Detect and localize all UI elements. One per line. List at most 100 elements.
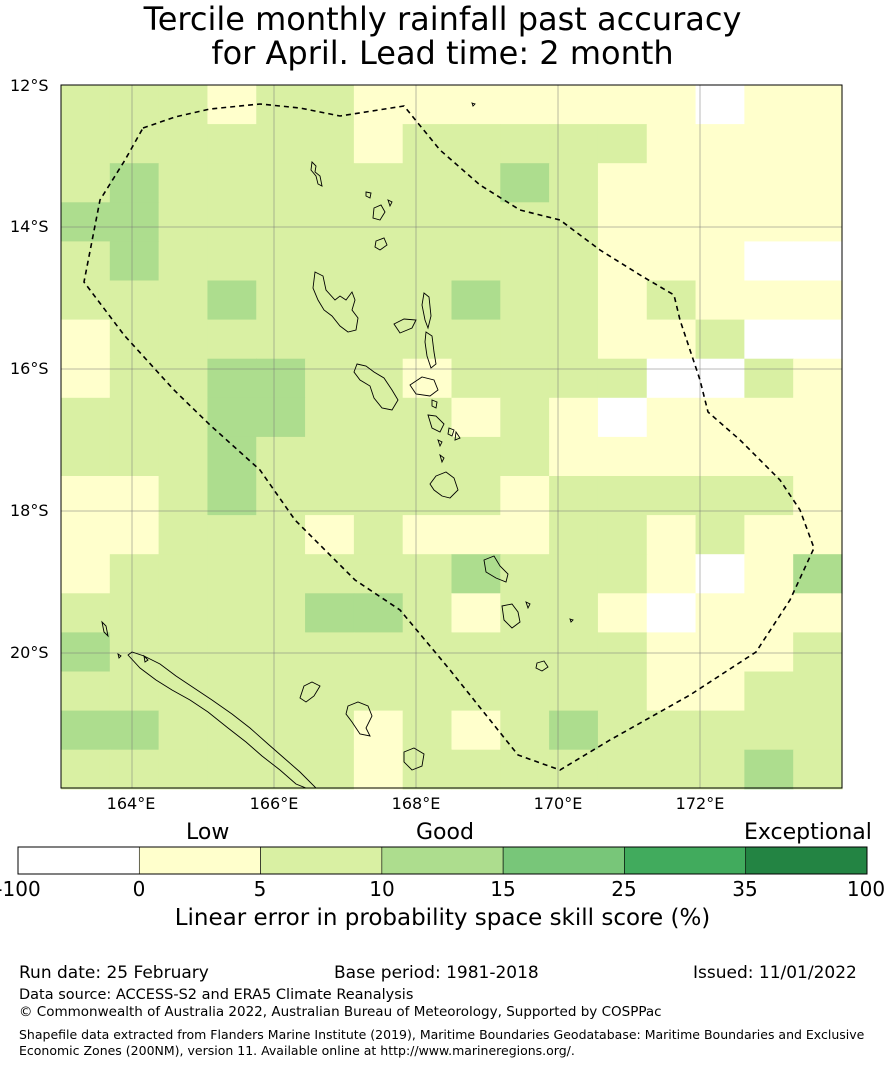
island-belep — [101, 620, 109, 638]
grid-cell — [109, 710, 160, 751]
grid-cell — [305, 85, 355, 125]
grid-cell — [61, 710, 111, 751]
grid-cell — [500, 554, 550, 594]
grid-cell — [451, 280, 501, 321]
island-small-1 — [117, 652, 149, 663]
grid-cell — [695, 241, 745, 282]
grid-cell — [402, 476, 453, 516]
colorbar-tick: 10 — [369, 877, 395, 901]
colorbar-segment — [17, 846, 140, 875]
grid-cell — [61, 124, 111, 164]
grid-cell — [109, 476, 160, 516]
grid-cell — [256, 436, 306, 477]
grid-cell — [61, 632, 111, 673]
grid-cell — [109, 593, 160, 633]
grid-cell — [646, 710, 697, 751]
grid-cell — [305, 319, 355, 360]
grid-cell — [207, 397, 257, 438]
grid-cell — [744, 202, 794, 242]
island-erromango — [483, 555, 509, 583]
colorbar-tick: 15 — [490, 877, 516, 901]
grid-cell — [402, 397, 453, 438]
grid-cell — [695, 436, 745, 477]
copyright: © Commonwealth of Australia 2022, Austra… — [19, 1004, 662, 1020]
lon-label-170e: 170°E — [533, 794, 583, 813]
island-mare — [403, 747, 425, 771]
grid-cell — [305, 202, 355, 242]
island-espiritu-santo — [312, 271, 359, 333]
grid-cell — [305, 632, 355, 673]
grid-cell — [597, 749, 648, 790]
grid-cell — [61, 358, 111, 399]
grid-cell — [500, 397, 550, 438]
grid-cell — [597, 163, 648, 203]
grid-cell — [256, 280, 306, 321]
grid-cell — [451, 85, 501, 125]
grid-cell — [549, 163, 599, 203]
grid-cell — [158, 515, 209, 555]
grid-cell — [158, 436, 209, 477]
grid-cell — [500, 124, 550, 164]
shapefile-credit-line1: Shapefile data extracted from Flanders M… — [19, 1027, 865, 1042]
colorbar-tick: 35 — [732, 877, 758, 901]
grid-cell — [207, 632, 257, 673]
grid-cell — [402, 280, 453, 321]
colorbar-tick: 5 — [253, 877, 267, 901]
grid-cell — [207, 280, 257, 321]
grid-cell — [646, 476, 697, 516]
grid-cell — [305, 554, 355, 594]
grid-cell — [109, 319, 160, 360]
colorbar-frame — [17, 846, 868, 875]
grid-cell — [744, 749, 794, 790]
grid-cell — [695, 163, 745, 203]
island-efate — [429, 453, 459, 499]
grid-cell — [353, 436, 404, 477]
grid-cell — [695, 202, 745, 242]
grid-cell — [256, 632, 306, 673]
grid-cell — [744, 319, 794, 360]
grid-cell — [158, 710, 209, 751]
grid-cell — [744, 476, 794, 516]
grid-cell — [158, 202, 209, 242]
grid-cell — [500, 710, 550, 751]
grid-cell — [158, 476, 209, 516]
grid-cell — [61, 476, 111, 516]
grid-cell — [256, 710, 306, 751]
colorbar-label: Linear error in probability space skill … — [174, 905, 711, 931]
grid-cell — [109, 554, 160, 594]
grid-cell — [695, 593, 745, 633]
grid-cell — [549, 554, 599, 594]
grid-cell — [597, 280, 648, 321]
grid-cell — [793, 476, 843, 516]
island-tanna — [501, 601, 531, 629]
grid-cell — [109, 515, 160, 555]
shapefile-credit-line2: Economic Zones (200NM), version 11. Avai… — [19, 1043, 575, 1058]
grid-cell — [793, 632, 843, 673]
grid-cell — [305, 710, 355, 751]
island-shepherds — [437, 427, 461, 448]
colorbar-tick: -100 — [0, 877, 41, 901]
grid-cell — [451, 710, 501, 751]
grid-cell — [500, 85, 550, 125]
grid-cell — [256, 671, 306, 712]
grid-cell — [305, 593, 355, 633]
island-torres — [310, 161, 323, 187]
grid-cell — [305, 163, 355, 203]
grid-cell — [353, 202, 404, 242]
grid-cell — [158, 749, 209, 790]
grid-cell — [353, 749, 404, 790]
lat-label-12s: 12°S — [10, 76, 49, 95]
grid-cell — [793, 397, 843, 438]
lat-label-18s: 18°S — [10, 501, 49, 520]
island-aneityum — [535, 660, 549, 672]
grid-cell — [402, 436, 453, 477]
grid-cell — [305, 397, 355, 438]
colorbar-tick: 25 — [611, 877, 637, 901]
grid-cell — [305, 515, 355, 555]
grid-cell — [305, 436, 355, 477]
grid-cell — [793, 593, 843, 633]
grid-cell — [646, 593, 697, 633]
colorbar — [17, 846, 868, 875]
grid-cell — [549, 241, 599, 282]
grid-cell — [744, 358, 794, 399]
